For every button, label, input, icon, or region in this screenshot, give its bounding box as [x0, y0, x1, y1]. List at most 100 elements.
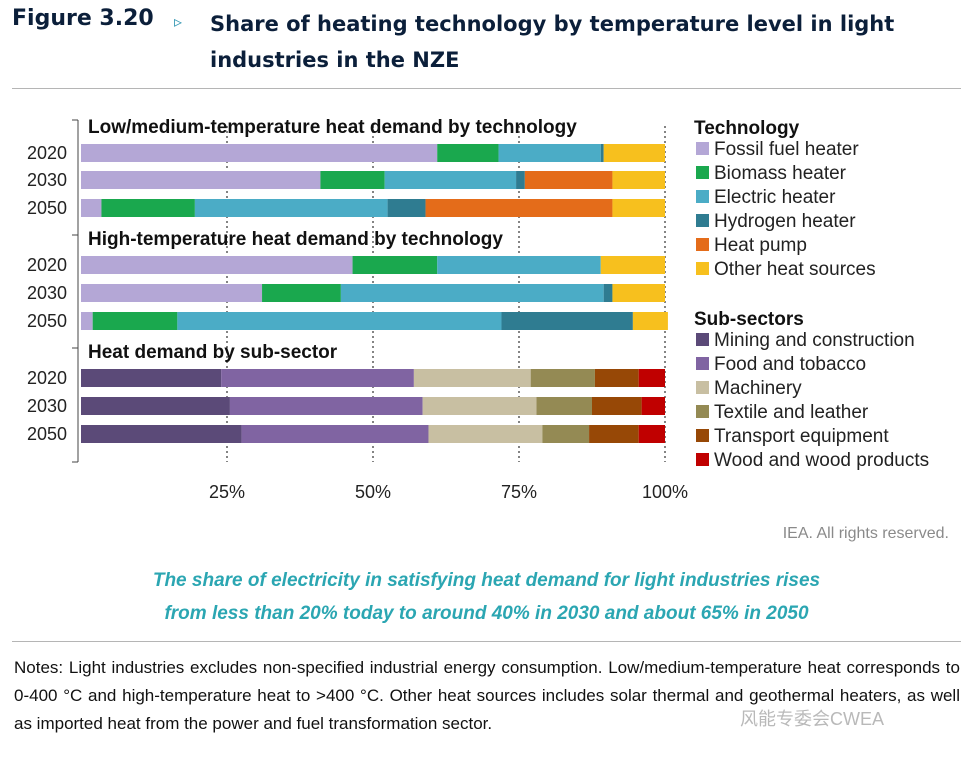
legend-swatch — [696, 453, 709, 466]
legend-label: Hydrogen heater — [714, 211, 856, 232]
legend-label: Heat pump — [714, 235, 807, 256]
bar-segment — [641, 397, 665, 415]
bar-segment — [612, 171, 665, 189]
legend-swatch — [696, 262, 709, 275]
bar-segment — [530, 369, 595, 387]
x-tick-label: 50% — [355, 482, 391, 502]
bar-segment — [241, 425, 429, 443]
bar-segment — [81, 256, 353, 274]
bar-segment — [437, 256, 601, 274]
year-label: 2050 — [27, 311, 67, 331]
bar-segment — [536, 397, 592, 415]
legend-label: Wood and wood products — [714, 450, 929, 471]
bar-segment — [387, 199, 426, 217]
caption-line-1: The share of electricity in satisfying h… — [152, 570, 821, 591]
notes: Notes: Light industries excludes non-spe… — [14, 658, 960, 733]
year-label: 2020 — [27, 368, 67, 388]
bar-segment — [437, 144, 499, 162]
bar-segment — [498, 144, 601, 162]
panel-title: High-temperature heat demand by technolo… — [88, 229, 503, 250]
legend-swatch — [696, 357, 709, 370]
x-tick-label: 100% — [642, 482, 688, 502]
x-tick-label: 75% — [501, 482, 537, 502]
legend-swatch — [696, 333, 709, 346]
x-tick-label: 25% — [209, 482, 245, 502]
legend-swatch — [696, 190, 709, 203]
legend-swatch — [696, 238, 709, 251]
bar-segment — [81, 171, 321, 189]
bar-segment — [592, 397, 642, 415]
bar-segment — [384, 171, 517, 189]
bar-segment — [81, 397, 230, 415]
bar-segment — [422, 397, 537, 415]
bar-segment — [638, 425, 665, 443]
bar-segment — [594, 369, 639, 387]
legend-title: Sub-sectors — [694, 309, 804, 330]
bar-segment — [638, 369, 665, 387]
bar-segment — [352, 256, 438, 274]
bar-segment — [600, 256, 665, 274]
caption-line-2: from less than 20% today to around 40% i… — [164, 603, 809, 624]
legend-swatch — [696, 381, 709, 394]
bar-segment — [92, 312, 178, 330]
bar-segment — [320, 171, 385, 189]
legend-label: Other heat sources — [714, 259, 876, 280]
bar-segment — [542, 425, 590, 443]
bar-segment — [413, 369, 531, 387]
legend-label: Food and tobacco — [714, 354, 866, 375]
chart-frame — [12, 88, 961, 642]
rights-note: IEA. All rights reserved. — [782, 525, 949, 542]
bar-segment — [603, 284, 613, 302]
legend-label: Biomass heater — [714, 163, 847, 184]
bar-segment — [81, 284, 263, 302]
year-label: 2030 — [27, 396, 67, 416]
legend-label: Transport equipment — [714, 426, 889, 447]
legend-label: Mining and construction — [714, 330, 915, 351]
legend-label: Textile and leather — [714, 402, 869, 423]
bar-segment — [221, 369, 414, 387]
bar-segment — [101, 199, 195, 217]
bar-segment — [428, 425, 543, 443]
year-label: 2020 — [27, 255, 67, 275]
legend-swatch — [696, 166, 709, 179]
bar-segment — [81, 369, 222, 387]
year-label: 2020 — [27, 143, 67, 163]
bar-segment — [177, 312, 502, 330]
figure-title: Share of heating technology by temperatu… — [210, 12, 895, 72]
year-label: 2030 — [27, 283, 67, 303]
bar-segment — [81, 425, 242, 443]
legend-title: Technology — [694, 118, 800, 139]
figure-label: Figure 3.20 — [12, 6, 154, 31]
legend-label: Machinery — [714, 378, 802, 399]
legend-label: Fossil fuel heater — [714, 139, 859, 160]
bar-segment — [632, 312, 668, 330]
bar-segment — [194, 199, 388, 217]
bar-segment — [81, 199, 102, 217]
watermark: 风能专委会CWEA — [740, 709, 884, 729]
bar-segment — [425, 199, 613, 217]
bar-segment — [600, 144, 604, 162]
panel-title: Low/medium-temperature heat demand by te… — [88, 117, 577, 138]
bar-segment — [81, 144, 438, 162]
bar-segment — [589, 425, 639, 443]
bar-segment — [612, 284, 665, 302]
legend-label: Electric heater — [714, 187, 836, 208]
figure-arrow-icon: ▹ — [174, 14, 183, 31]
legend-swatch — [696, 405, 709, 418]
legend-swatch — [696, 214, 709, 227]
bar-segment — [516, 171, 525, 189]
legend-swatch — [696, 142, 709, 155]
legend-swatch — [696, 429, 709, 442]
year-label: 2050 — [27, 198, 67, 218]
year-label: 2030 — [27, 170, 67, 190]
bar-segment — [612, 199, 665, 217]
bar-segment — [340, 284, 604, 302]
year-label: 2050 — [27, 424, 67, 444]
bar-segment — [229, 397, 423, 415]
bar-segment — [524, 171, 613, 189]
bar-segment — [81, 312, 93, 330]
bar-segment — [262, 284, 341, 302]
bar-segment — [501, 312, 633, 330]
bar-segment — [603, 144, 665, 162]
